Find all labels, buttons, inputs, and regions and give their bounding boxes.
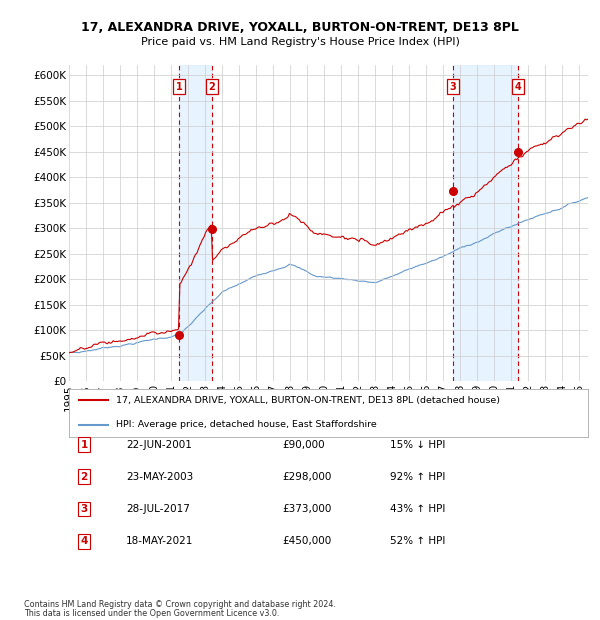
Text: 23-MAY-2003: 23-MAY-2003 (126, 472, 193, 482)
Text: 17, ALEXANDRA DRIVE, YOXALL, BURTON-ON-TRENT, DE13 8PL: 17, ALEXANDRA DRIVE, YOXALL, BURTON-ON-T… (81, 22, 519, 34)
Text: 1: 1 (176, 81, 182, 92)
Text: 4: 4 (515, 81, 521, 92)
Text: 15% ↓ HPI: 15% ↓ HPI (390, 440, 445, 450)
Text: 18-MAY-2021: 18-MAY-2021 (126, 536, 193, 546)
Bar (453, 65, 518, 381)
Text: £373,000: £373,000 (282, 504, 331, 514)
Text: 3: 3 (449, 81, 457, 92)
Text: Price paid vs. HM Land Registry's House Price Index (HPI): Price paid vs. HM Land Registry's House … (140, 37, 460, 47)
Text: 4: 4 (80, 536, 88, 546)
Text: £90,000: £90,000 (282, 440, 325, 450)
Text: HPI: Average price, detached house, East Staffordshire: HPI: Average price, detached house, East… (116, 420, 376, 429)
Text: 22-JUN-2001: 22-JUN-2001 (126, 440, 192, 450)
Text: Contains HM Land Registry data © Crown copyright and database right 2024.: Contains HM Land Registry data © Crown c… (24, 600, 336, 609)
Bar (179, 65, 212, 381)
Text: 3: 3 (80, 504, 88, 514)
Text: 2: 2 (80, 472, 88, 482)
Text: 17, ALEXANDRA DRIVE, YOXALL, BURTON-ON-TRENT, DE13 8PL (detached house): 17, ALEXANDRA DRIVE, YOXALL, BURTON-ON-T… (116, 396, 500, 405)
Text: This data is licensed under the Open Government Licence v3.0.: This data is licensed under the Open Gov… (24, 608, 280, 618)
Text: 2: 2 (208, 81, 215, 92)
Text: 43% ↑ HPI: 43% ↑ HPI (390, 504, 445, 514)
Text: 92% ↑ HPI: 92% ↑ HPI (390, 472, 445, 482)
Text: 52% ↑ HPI: 52% ↑ HPI (390, 536, 445, 546)
Text: £450,000: £450,000 (282, 536, 331, 546)
Text: £298,000: £298,000 (282, 472, 331, 482)
Text: 28-JUL-2017: 28-JUL-2017 (126, 504, 190, 514)
Text: 1: 1 (80, 440, 88, 450)
